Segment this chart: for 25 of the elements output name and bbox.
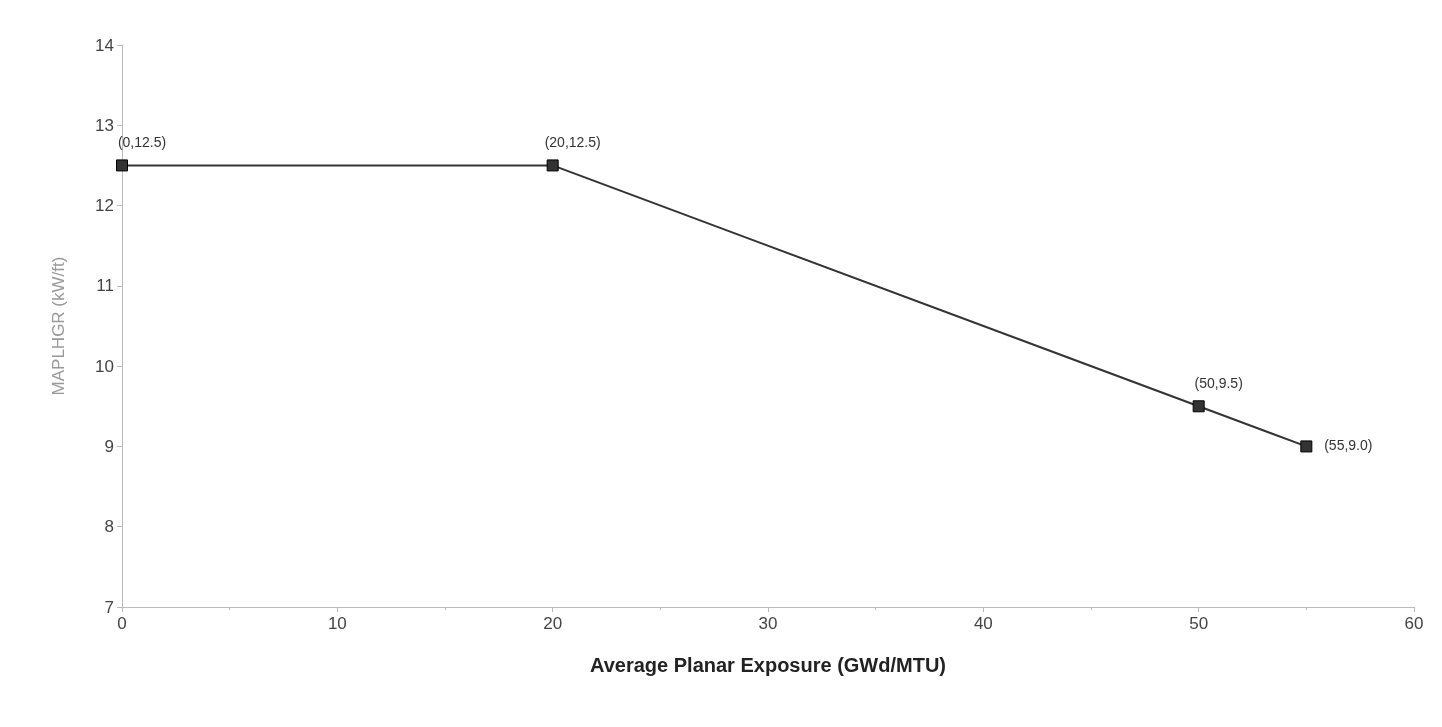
y-axis-title: MAPLHGR (kW/ft) <box>49 256 68 396</box>
data-label: (50,9.5) <box>1194 375 1243 392</box>
data-label: (0,12.5) <box>117 134 167 151</box>
y-tick-label: 12 <box>95 196 114 216</box>
x-tick-label: 0 <box>117 614 127 633</box>
point <box>1192 400 1205 413</box>
y-tick-label: 14 <box>95 35 114 55</box>
y-tick-label: 13 <box>95 115 114 135</box>
data-label: (55,9.0) <box>1324 437 1373 454</box>
x-tick-label: 50 <box>1189 614 1209 633</box>
point <box>116 159 128 172</box>
data-label: (20,12.5) <box>544 134 601 151</box>
y-tick-label: 7 <box>104 597 114 617</box>
y-tick-label: 9 <box>104 436 114 456</box>
x-tick-label: 10 <box>327 614 347 633</box>
point <box>1300 440 1313 453</box>
point <box>546 159 559 172</box>
x-axis-title: Average Planar Exposure (GWd/MTU) <box>590 654 946 676</box>
x-tick-label: 60 <box>1404 614 1424 633</box>
y-tick-label: 11 <box>96 276 114 296</box>
y-tick-label: 8 <box>104 517 114 537</box>
y-tick-label: 10 <box>95 356 114 376</box>
x-tick-label: 40 <box>973 614 993 633</box>
x-tick-label: 20 <box>543 614 563 633</box>
x-tick-label: 30 <box>758 614 778 633</box>
